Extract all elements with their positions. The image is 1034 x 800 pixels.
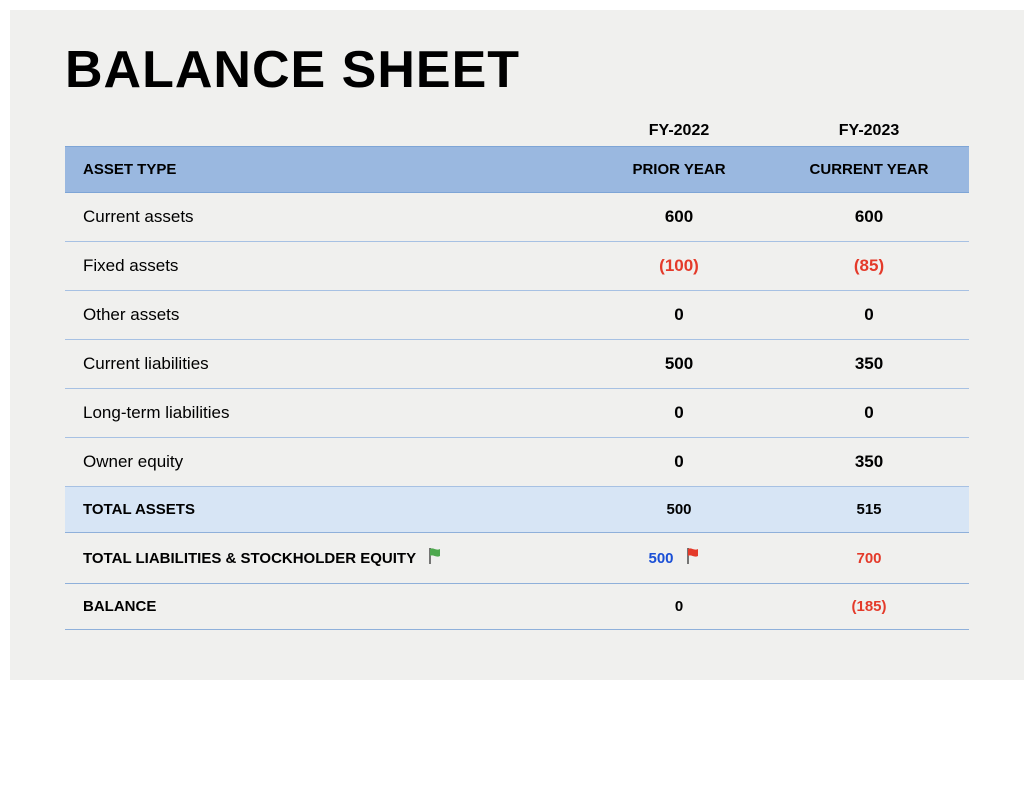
row-current: 350 [769, 340, 969, 389]
row-prior: 500 [589, 340, 769, 389]
row-current: 350 [769, 438, 969, 487]
row-prior: 600 [589, 193, 769, 242]
row-label: Current assets [65, 193, 589, 242]
table-row: Owner equity0350 [65, 438, 969, 487]
row-label: Long-term liabilities [65, 389, 589, 438]
fy-spacer [65, 122, 589, 140]
total-liab-equity-row: TOTAL LIABILITIES & STOCKHOLDER EQUITY 5… [65, 533, 969, 584]
total-assets-current: 515 [769, 487, 969, 533]
total-liab-equity-prior: 500 [589, 533, 769, 584]
total-assets-prior: 500 [589, 487, 769, 533]
balance-current: (185) [769, 584, 969, 630]
col-header-asset-type: ASSET TYPE [65, 147, 589, 193]
row-current: 0 [769, 291, 969, 340]
row-current: 0 [769, 389, 969, 438]
total-liab-equity-current: 700 [769, 533, 969, 584]
total-liab-equity-label: TOTAL LIABILITIES & STOCKHOLDER EQUITY [65, 533, 589, 584]
flag-green-icon [428, 547, 444, 569]
balance-row: BALANCE 0 (185) [65, 584, 969, 630]
balance-sheet-container: BALANCE SHEET FY-2022 FY-2023 ASSET TYPE… [10, 10, 1024, 680]
total-assets-label: TOTAL ASSETS [65, 487, 589, 533]
fy-prior-label: FY-2022 [589, 122, 769, 140]
row-label: Owner equity [65, 438, 589, 487]
table-row: Current assets600600 [65, 193, 969, 242]
col-header-prior: PRIOR YEAR [589, 147, 769, 193]
row-label: Fixed assets [65, 242, 589, 291]
table-row: Current liabilities500350 [65, 340, 969, 389]
balance-prior: 0 [589, 584, 769, 630]
table-header-row: ASSET TYPE PRIOR YEAR CURRENT YEAR [65, 147, 969, 193]
balance-sheet-table: ASSET TYPE PRIOR YEAR CURRENT YEAR Curre… [65, 146, 969, 630]
row-prior: 0 [589, 389, 769, 438]
table-row: Fixed assets(100)(85) [65, 242, 969, 291]
total-assets-row: TOTAL ASSETS 500 515 [65, 487, 969, 533]
row-prior: 0 [589, 291, 769, 340]
row-current: (85) [769, 242, 969, 291]
table-row: Other assets00 [65, 291, 969, 340]
row-current: 600 [769, 193, 969, 242]
fy-current-label: FY-2023 [769, 122, 969, 140]
table-row: Long-term liabilities00 [65, 389, 969, 438]
page-title: BALANCE SHEET [65, 40, 969, 100]
row-prior: 0 [589, 438, 769, 487]
row-label: Other assets [65, 291, 589, 340]
row-label: Current liabilities [65, 340, 589, 389]
flag-red-icon [686, 547, 702, 569]
col-header-current: CURRENT YEAR [769, 147, 969, 193]
balance-label: BALANCE [65, 584, 589, 630]
fiscal-year-row: FY-2022 FY-2023 [65, 122, 969, 140]
row-prior: (100) [589, 242, 769, 291]
